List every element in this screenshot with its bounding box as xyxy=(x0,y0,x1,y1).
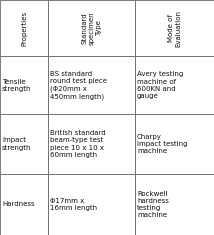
Bar xyxy=(48,114,135,174)
Bar xyxy=(0,56,48,114)
Text: Standard
specimen
Type: Standard specimen Type xyxy=(81,11,102,45)
Bar xyxy=(135,0,214,56)
Text: BS standard
round test piece
(Φ20mm x
450mm length): BS standard round test piece (Φ20mm x 45… xyxy=(50,71,107,100)
Bar xyxy=(0,0,48,56)
Text: Hardness: Hardness xyxy=(2,201,35,208)
Bar xyxy=(48,0,135,56)
Text: Charpy
impact testing
machine: Charpy impact testing machine xyxy=(137,134,187,154)
Bar xyxy=(135,174,214,235)
Text: Properties: Properties xyxy=(21,11,27,46)
Bar xyxy=(0,174,48,235)
Text: Impact
strength: Impact strength xyxy=(2,137,32,151)
Text: British standard
beam-type test
piece 10 x 10 x
60mm length: British standard beam-type test piece 10… xyxy=(50,130,106,158)
Text: Rockwell
hardness
testing
machine: Rockwell hardness testing machine xyxy=(137,191,169,218)
Text: Mode of
Evaluation: Mode of Evaluation xyxy=(168,10,181,47)
Bar xyxy=(48,174,135,235)
Text: Avery testing
machine of
600KN and
gauge: Avery testing machine of 600KN and gauge xyxy=(137,71,183,99)
Text: Φ17mm x
16mm length: Φ17mm x 16mm length xyxy=(50,198,97,211)
Bar xyxy=(48,56,135,114)
Bar xyxy=(0,114,48,174)
Bar xyxy=(135,56,214,114)
Bar xyxy=(135,114,214,174)
Text: Tensile
strength: Tensile strength xyxy=(2,78,32,92)
